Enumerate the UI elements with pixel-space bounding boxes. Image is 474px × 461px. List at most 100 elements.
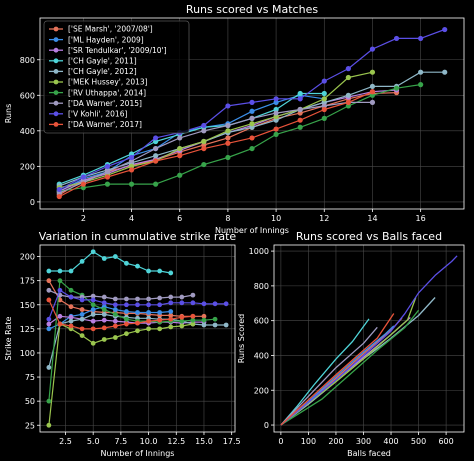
data-point: [225, 135, 231, 141]
data-point: [128, 154, 135, 161]
y-tick-label: 125: [20, 325, 35, 334]
series-line-10: [280, 313, 395, 426]
axes-frame: [273, 244, 465, 433]
gridlines: [40, 245, 235, 432]
data-point: [273, 110, 279, 116]
data-point: [68, 294, 74, 300]
data-point: [101, 337, 107, 342]
data-point: [153, 145, 159, 152]
y-tick-label: 0: [264, 421, 269, 430]
data-point: [101, 256, 107, 261]
data-point: [225, 122, 231, 129]
data-point: [201, 138, 207, 145]
legend-swatch-marker: [53, 26, 59, 32]
data-point: [177, 135, 183, 141]
data-point: [179, 318, 185, 324]
data-point: [225, 140, 231, 146]
data-point: [179, 300, 185, 306]
data-point: [273, 99, 279, 105]
y-tick-label: 0: [30, 198, 35, 207]
x-tick-label: 4: [129, 214, 134, 223]
data-point: [369, 46, 376, 52]
y-tick-label: 150: [20, 301, 35, 310]
chart-2: 2.5 5.0 7.5 10.0 12.5 15.0 17.5 25 50 75 100 125 150…: [4, 230, 241, 458]
legend-label: ['CH Gayle', 2011]: [68, 57, 137, 66]
chart-title: Runs scored vs Matches: [186, 3, 318, 16]
data-point: [297, 90, 303, 97]
data-point: [297, 96, 303, 102]
axes-frame: [39, 244, 236, 433]
data-point: [179, 323, 185, 329]
x-tick-label: 100: [301, 437, 316, 446]
data-point: [104, 169, 111, 175]
data-point: [135, 302, 140, 308]
data-point: [273, 96, 279, 102]
data-point: [201, 313, 207, 319]
data-point: [57, 278, 63, 284]
data-point: [345, 92, 351, 98]
data-point: [46, 297, 52, 303]
series-line-8: [59, 101, 373, 194]
series-line-10: [59, 91, 373, 198]
y-tick-label: 400: [254, 351, 269, 360]
legend-swatch-marker: [53, 122, 59, 127]
data-point: [112, 335, 118, 340]
data-point: [68, 304, 74, 310]
y-tick-label: 200: [20, 162, 35, 171]
x-tick-label: 5.0: [87, 437, 100, 446]
data-point: [46, 365, 52, 370]
data-point: [168, 270, 174, 276]
legend-label: ['RV Uthappa', 2014]: [68, 88, 146, 97]
legend-label: ['ML Hayden', 2009]: [68, 35, 144, 44]
data-point: [80, 181, 86, 187]
data-point: [157, 302, 163, 308]
data-point: [273, 126, 279, 132]
x-tick-label: 14: [367, 214, 377, 223]
data-point: [168, 316, 174, 322]
data-point: [146, 310, 151, 315]
data-point: [168, 309, 174, 314]
data-point: [273, 114, 279, 120]
data-point: [168, 324, 174, 330]
data-point: [168, 312, 174, 318]
data-point: [101, 317, 107, 323]
data-point: [101, 300, 107, 306]
data-point: [57, 321, 63, 327]
data-point: [46, 326, 52, 332]
data-point: [369, 92, 376, 98]
y-tick-label: 50: [25, 397, 35, 406]
legend-box: [43, 20, 190, 134]
data-point: [79, 258, 85, 264]
data-point: [80, 185, 86, 191]
legend-swatch-marker: [53, 47, 59, 53]
data-point: [79, 312, 85, 317]
data-point: [321, 90, 327, 97]
data-point: [225, 128, 231, 134]
data-point: [249, 135, 255, 141]
data-point: [135, 328, 140, 334]
series-group: [46, 249, 229, 428]
data-point: [112, 312, 118, 317]
data-point: [177, 145, 183, 152]
data-point: [124, 331, 129, 337]
data-point: [177, 153, 183, 159]
y-tick-label: 600: [20, 91, 35, 100]
data-point: [418, 35, 424, 42]
data-point: [179, 294, 185, 300]
data-point: [101, 325, 107, 331]
y-tick-label: 75: [25, 373, 35, 382]
x-tick-label: 6: [177, 214, 182, 223]
x-tick-label: 0: [278, 437, 283, 446]
data-point: [79, 297, 85, 303]
data-point: [369, 69, 376, 75]
y-tick-label: 800: [254, 282, 269, 291]
data-point: [135, 263, 140, 269]
y-tick-label: 100: [20, 349, 35, 358]
data-point: [190, 292, 196, 298]
data-point: [124, 321, 129, 327]
legend-swatch-marker: [53, 69, 59, 74]
chart-1: 2 4 6 8 10 12 14 16 0 200 400 600 800 Runs scored vs …: [4, 3, 465, 235]
series-line-7: [280, 309, 420, 426]
legend-swatch-marker: [53, 111, 59, 117]
